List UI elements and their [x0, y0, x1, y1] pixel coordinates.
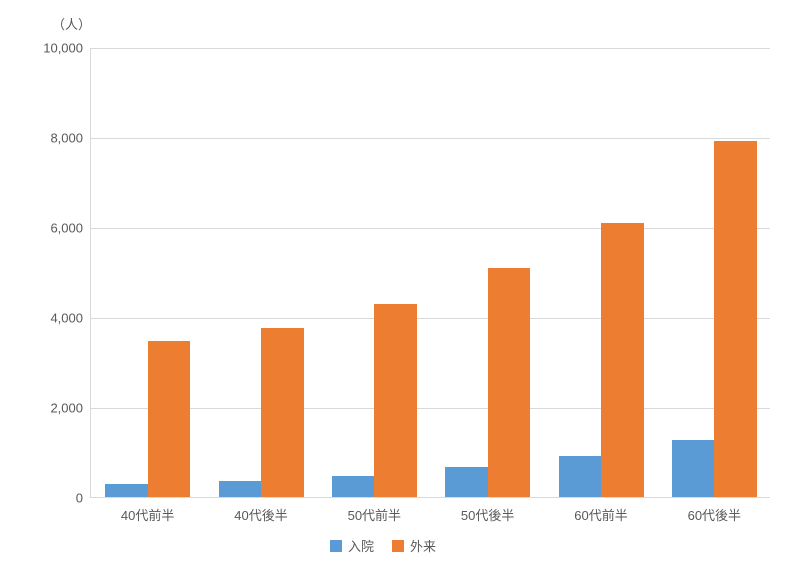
legend-item: 外来 [392, 536, 436, 555]
gridline [91, 408, 770, 409]
bar-group [332, 48, 417, 497]
y-tick-label: 10,000 [43, 41, 91, 56]
bar [261, 328, 304, 497]
gridline [91, 48, 770, 49]
y-tick-label: 2,000 [50, 401, 91, 416]
bar [559, 456, 602, 497]
bar [219, 481, 262, 497]
bar-group [672, 48, 757, 497]
gridline [91, 318, 770, 319]
x-tick-label: 40代後半 [234, 497, 287, 524]
bar [148, 341, 191, 497]
legend: 入院 外来 [330, 536, 436, 555]
gridline [91, 228, 770, 229]
plot-area: 02,0004,0006,0008,00010,00040代前半40代後半50代… [90, 48, 770, 498]
bar [374, 304, 417, 497]
legend-swatch [392, 540, 404, 552]
y-tick-label: 4,000 [50, 311, 91, 326]
gridline [91, 138, 770, 139]
y-axis-unit-label: （人） [52, 14, 91, 33]
x-tick-label: 40代前半 [121, 497, 174, 524]
x-tick-label: 60代前半 [574, 497, 627, 524]
bar-chart: （人）02,0004,0006,0008,00010,00040代前半40代後半… [0, 0, 800, 569]
legend-label: 入院 [348, 536, 374, 555]
legend-swatch [330, 540, 342, 552]
y-tick-label: 0 [76, 491, 91, 506]
bar [332, 476, 375, 497]
bar [714, 141, 757, 497]
x-tick-label: 60代後半 [688, 497, 741, 524]
bar [445, 467, 488, 497]
bar [488, 268, 531, 497]
bar-group [105, 48, 190, 497]
legend-label: 外来 [410, 536, 436, 555]
y-tick-label: 6,000 [50, 221, 91, 236]
legend-item: 入院 [330, 536, 374, 555]
x-tick-label: 50代後半 [461, 497, 514, 524]
bar-group [219, 48, 304, 497]
bar-group [445, 48, 530, 497]
x-tick-label: 50代前半 [348, 497, 401, 524]
y-tick-label: 8,000 [50, 131, 91, 146]
bar [105, 484, 148, 497]
bar [601, 223, 644, 497]
bar-group [559, 48, 644, 497]
bar [672, 440, 715, 497]
